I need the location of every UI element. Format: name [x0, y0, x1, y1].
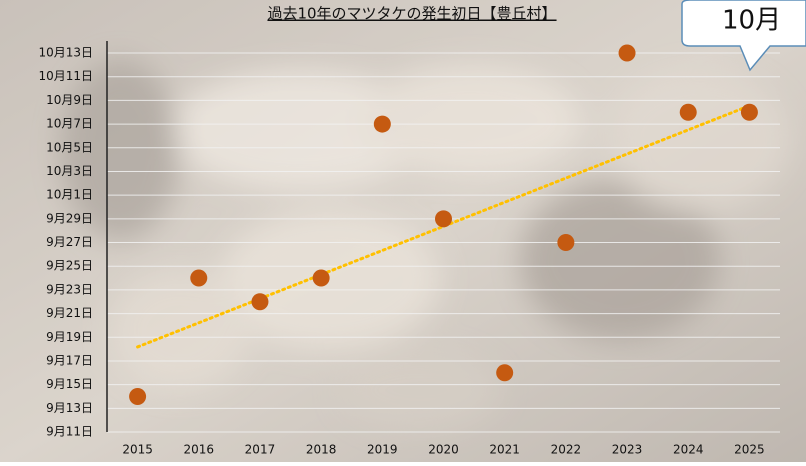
chart-title: 過去10年のマツタケの発生初日【豊丘村】 — [267, 5, 556, 23]
x-tick-label: 2020 — [428, 443, 459, 457]
x-tick-label: 2017 — [245, 443, 276, 457]
y-tick-label: 9月13日 — [46, 401, 93, 415]
callout-box — [681, 0, 806, 72]
y-tick-label: 10月9日 — [46, 93, 93, 107]
x-tick-label: 2022 — [551, 443, 582, 457]
y-tick-label: 9月23日 — [46, 282, 93, 296]
y-tick-label: 9月19日 — [46, 330, 93, 344]
point — [496, 364, 514, 382]
point — [373, 115, 391, 133]
y-tick-label: 9月25日 — [46, 259, 93, 273]
y-tick-label: 9月15日 — [46, 377, 93, 391]
y-tick-label: 10月7日 — [46, 117, 93, 131]
y-tick-label: 9月27日 — [46, 235, 93, 249]
x-tick-label: 2016 — [183, 443, 214, 457]
point — [129, 387, 147, 405]
y-tick-label: 10月11日 — [38, 69, 93, 83]
y-tick-label: 10月13日 — [38, 46, 93, 60]
y-tick-label: 9月17日 — [46, 353, 93, 367]
point — [557, 234, 575, 251]
point — [251, 293, 269, 311]
callout-text: 10月 — [722, 6, 781, 36]
y-tick-label: 10月1日 — [46, 188, 93, 202]
point — [618, 44, 636, 62]
x-tick-label: 2015 — [122, 443, 153, 457]
point — [312, 269, 330, 287]
callout: 10月 — [681, 0, 806, 72]
x-tick-label: 2023 — [612, 443, 643, 457]
x-tick-label: 2018 — [306, 443, 337, 457]
y-tick-label: 10月5日 — [46, 140, 93, 154]
y-tick-label: 9月11日 — [46, 425, 93, 439]
x-tick-label: 2021 — [489, 443, 520, 457]
point — [190, 269, 208, 287]
point — [740, 103, 758, 121]
y-tick-label: 10月3日 — [46, 164, 93, 178]
point — [679, 103, 697, 121]
x-tick-label: 2025 — [734, 443, 765, 457]
y-tick-label: 9月21日 — [46, 306, 93, 320]
y-tick-label: 9月29日 — [46, 211, 93, 225]
x-tick-label: 2024 — [673, 443, 704, 457]
x-tick-label: 2019 — [367, 443, 398, 457]
point — [435, 210, 452, 228]
